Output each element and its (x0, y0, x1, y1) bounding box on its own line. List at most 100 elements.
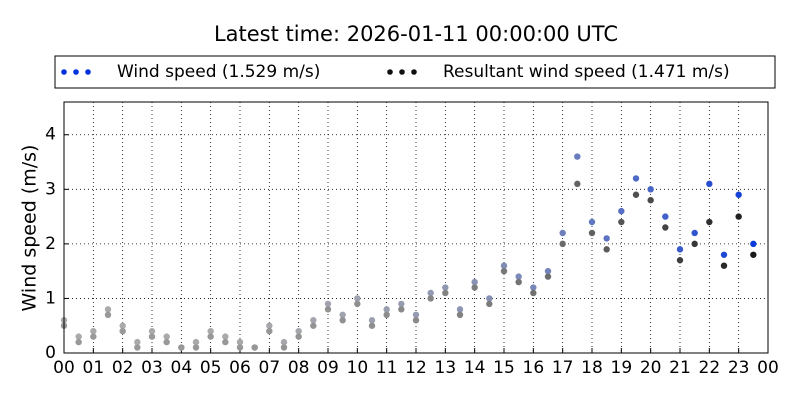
x-tick-label: 00 (757, 358, 779, 378)
x-tick-label: 20 (640, 358, 662, 378)
point (163, 338, 170, 346)
x-tick-label: 08 (288, 358, 310, 378)
y-tick-label: 4 (45, 125, 56, 145)
point (471, 278, 478, 286)
point (530, 289, 537, 297)
point (735, 191, 742, 198)
point (398, 306, 405, 313)
point (383, 306, 390, 313)
point (163, 333, 170, 340)
point (295, 333, 302, 340)
x-tick-label: 06 (229, 358, 251, 378)
x-tick-label: 15 (493, 358, 515, 378)
point (310, 322, 317, 329)
point (706, 180, 713, 188)
legend-marker (411, 69, 417, 75)
y-axis-label: Wind speed (m/s) (19, 145, 41, 312)
point (192, 338, 200, 346)
point (75, 338, 82, 346)
x-tick-label: 21 (669, 358, 691, 378)
point (456, 306, 464, 313)
point (354, 295, 361, 302)
point (412, 311, 420, 319)
point (603, 246, 610, 253)
point (530, 284, 537, 291)
point (236, 344, 244, 351)
point (412, 317, 420, 324)
point (339, 311, 346, 319)
point (588, 218, 596, 226)
point (280, 338, 288, 346)
point (266, 327, 273, 335)
point (295, 327, 302, 335)
y-tick-label: 0 (45, 343, 56, 363)
point (691, 240, 698, 248)
point (222, 338, 229, 346)
point (104, 306, 112, 313)
point (750, 251, 757, 258)
point (427, 295, 434, 302)
point (676, 246, 684, 253)
point (574, 153, 581, 160)
x-tick-label: 01 (83, 358, 105, 378)
point (515, 278, 522, 286)
point (119, 327, 126, 335)
point (368, 317, 376, 324)
point (266, 322, 273, 329)
point (119, 322, 126, 329)
point (500, 267, 508, 275)
point (720, 262, 728, 269)
point (720, 251, 728, 258)
x-tick-label: 17 (552, 358, 574, 378)
point (178, 344, 185, 351)
point (398, 300, 405, 308)
x-tick-label: 09 (317, 358, 339, 378)
point (618, 207, 625, 215)
x-tick-label: 23 (728, 358, 750, 378)
point (603, 235, 610, 242)
point (442, 284, 449, 291)
point (662, 213, 669, 220)
point (691, 229, 698, 237)
point (148, 327, 156, 335)
legend-marker (399, 69, 405, 75)
x-tick-label: 02 (112, 358, 134, 378)
x-tick-label: 04 (171, 358, 193, 378)
point (588, 229, 596, 237)
x-tick-label: 00 (53, 358, 75, 378)
point (632, 175, 640, 182)
point (148, 333, 156, 340)
point (90, 333, 97, 340)
point (90, 327, 97, 335)
point (574, 180, 581, 188)
point (706, 218, 713, 226)
point (442, 289, 449, 297)
x-tick-label: 19 (611, 358, 633, 378)
point (339, 317, 346, 324)
point (310, 317, 317, 324)
point (251, 344, 258, 351)
legend-marker (387, 69, 393, 75)
point (75, 333, 82, 340)
point (618, 218, 625, 226)
x-tick-label: 14 (464, 358, 486, 378)
point (515, 273, 522, 280)
point (750, 240, 757, 248)
x-tick-label: 07 (259, 358, 281, 378)
x-tick-label: 03 (141, 358, 163, 378)
x-tick-label: 05 (200, 358, 222, 378)
x-tick-label: 22 (699, 358, 721, 378)
point (486, 300, 493, 308)
point (236, 338, 244, 346)
point (354, 300, 361, 308)
legend-marker (85, 69, 91, 75)
point (324, 300, 332, 308)
point (134, 338, 141, 346)
point (456, 311, 464, 319)
point (544, 267, 552, 275)
point (368, 322, 376, 329)
point (559, 229, 566, 237)
y-tick-label: 1 (45, 288, 56, 308)
point (735, 213, 742, 220)
point (324, 306, 332, 313)
